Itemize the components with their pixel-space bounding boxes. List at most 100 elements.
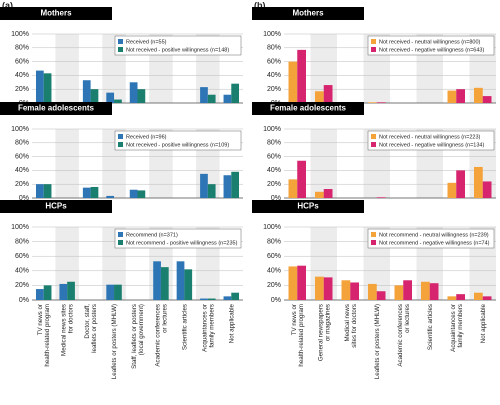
y-tick-label: 100% <box>263 224 281 231</box>
bar <box>394 285 404 300</box>
bar <box>223 94 232 103</box>
y-tick-label: 20% <box>15 181 29 188</box>
bar <box>184 269 193 300</box>
y-tick-label: 100% <box>263 31 281 38</box>
stripe <box>55 34 79 103</box>
y-tick-label: 0% <box>271 195 281 202</box>
x-tick-label: Not applicable <box>479 303 486 343</box>
bar <box>35 289 44 300</box>
legend-swatch <box>118 142 123 147</box>
y-tick-label: 0% <box>19 297 29 304</box>
bar <box>59 283 68 300</box>
legend-swatch <box>371 232 376 237</box>
y-tick-label: 20% <box>15 282 29 289</box>
legend-label: Not received - negative willingness (n=6… <box>379 47 484 53</box>
legend-label: Not received - positive willingness (n=1… <box>126 47 229 53</box>
bar <box>90 89 99 103</box>
y-tick-label: 40% <box>267 167 281 174</box>
y-tick-label: 40% <box>15 167 29 174</box>
bar <box>368 102 377 103</box>
bar <box>482 181 492 198</box>
x-tick-label: General newspapersor magazines <box>317 304 331 361</box>
x-tick-label: Leaflets or posters (MHLW) <box>373 304 380 379</box>
bar <box>482 96 492 103</box>
y-tick-label: 40% <box>15 72 29 79</box>
legend-label: Recommend (n=371) <box>126 232 178 238</box>
bar <box>106 284 115 300</box>
bar <box>43 73 52 103</box>
legend-swatch <box>118 240 123 245</box>
legend-swatch <box>371 47 376 52</box>
bar <box>447 90 457 103</box>
x-tick-label: Academic conferencesor lectures <box>396 304 410 367</box>
y-tick-label: 100% <box>11 126 29 133</box>
bar <box>447 296 457 300</box>
bar <box>35 184 44 198</box>
bar <box>231 83 240 103</box>
y-tick-label: 0% <box>271 297 281 304</box>
bar <box>474 292 483 300</box>
x-tick-label: Acquaintances orfamily members <box>449 304 463 352</box>
y-tick-label: 100% <box>263 126 281 133</box>
bar <box>160 267 169 300</box>
bar <box>288 266 298 300</box>
y-tick-label: 20% <box>15 86 29 93</box>
bar <box>129 82 138 103</box>
legend-swatch <box>371 39 376 44</box>
y-tick-label: 60% <box>15 253 29 260</box>
title-bar <box>0 200 112 213</box>
panel-label: (a) <box>2 0 13 10</box>
bar <box>456 170 465 198</box>
bar <box>129 189 138 198</box>
bar <box>376 197 386 198</box>
x-tick-label: Not applicable <box>228 303 235 343</box>
legend-box <box>114 228 242 249</box>
legend-box <box>367 228 495 249</box>
y-tick-label: 40% <box>15 268 29 275</box>
bar <box>456 89 465 103</box>
bar <box>35 70 44 103</box>
y-tick-label: 100% <box>11 31 29 38</box>
bar <box>323 277 333 300</box>
x-tick-label: Leaflets or posters (MHLW) <box>111 304 118 379</box>
bar <box>315 191 324 198</box>
bar <box>297 265 306 300</box>
title-bar <box>252 200 364 213</box>
legend-box <box>367 130 495 151</box>
y-tick-label: 80% <box>15 45 29 52</box>
y-tick-label: 80% <box>267 45 281 52</box>
bar <box>223 175 232 198</box>
bar <box>297 160 306 198</box>
bar <box>223 296 232 300</box>
bar <box>106 195 115 198</box>
bar <box>231 292 240 300</box>
y-tick-label: 40% <box>267 72 281 79</box>
bar <box>341 280 351 300</box>
bar <box>200 87 208 103</box>
legend-swatch <box>371 240 376 245</box>
panel-label: (b) <box>254 0 266 10</box>
y-tick-label: 60% <box>15 58 29 65</box>
bar <box>482 296 492 300</box>
chart-title: Mothers <box>292 9 324 18</box>
x-tick-label: TV news orhealth-related program <box>290 304 304 367</box>
bar <box>106 92 115 103</box>
bar <box>90 186 99 198</box>
y-tick-label: 80% <box>267 238 281 245</box>
chart-title: Female adolescents <box>270 104 347 113</box>
stripe <box>310 129 337 198</box>
legend-label: Not received - neutral willingness (n=22… <box>379 134 481 140</box>
x-tick-label: Doctor, staff,leaflets or posters <box>84 304 98 353</box>
bar <box>429 283 439 300</box>
bar <box>207 94 216 103</box>
legend-label: Not recommend - positive willingness (n=… <box>126 240 238 246</box>
bar <box>297 49 306 103</box>
x-tick-label: TV news orhealth-related program <box>37 304 51 367</box>
bar <box>315 276 324 300</box>
y-tick-label: 80% <box>15 140 29 147</box>
y-tick-label: 80% <box>267 140 281 147</box>
bar <box>82 80 91 103</box>
x-tick-label: Medical newssites for doctors <box>343 304 357 348</box>
chart-title: HCPs <box>45 202 67 211</box>
